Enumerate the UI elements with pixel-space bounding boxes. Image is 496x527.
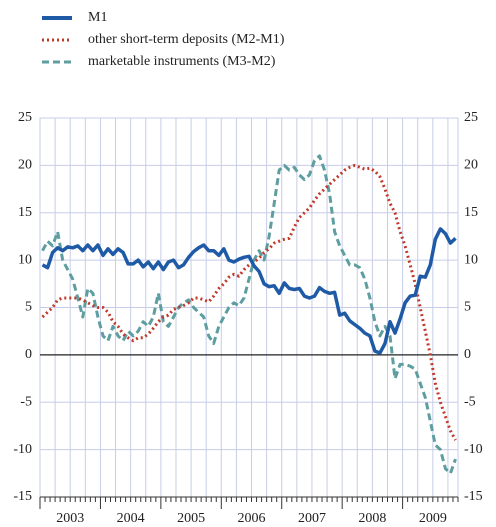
y-tick-label: 5: [25, 300, 32, 315]
y2-tick-label: 5: [464, 300, 471, 315]
x-tick-label: 2007: [298, 511, 326, 526]
y-tick-label: 10: [18, 252, 32, 267]
y2-tick-label: 10: [464, 252, 478, 267]
legend-label: other short-term deposits (M2-M1): [88, 32, 285, 47]
series-line: [41, 227, 457, 355]
y-tick-label: 20: [18, 158, 32, 173]
y-tick-label: -15: [13, 489, 32, 504]
x-tick-label: 2006: [238, 511, 266, 526]
y-tick-label: -10: [13, 442, 32, 457]
y2-tick-label: 0: [464, 347, 471, 362]
y2-tick-label: 20: [464, 158, 478, 173]
x-tick-label: 2003: [56, 511, 84, 526]
x-tick-label: 2005: [177, 511, 205, 526]
y2-tick-label: 15: [464, 205, 478, 220]
y2-tick-label: 25: [464, 110, 478, 125]
y2-tick-label: -15: [464, 489, 483, 504]
y2-tick-label: -5: [464, 394, 476, 409]
y-tick-label: -5: [20, 394, 32, 409]
x-tick-label: 2009: [419, 511, 447, 526]
y-tick-label: 25: [18, 110, 32, 125]
x-tick-label: 2008: [358, 511, 386, 526]
legend-label: M1: [88, 10, 107, 25]
legend-label: marketable instruments (M3-M2): [88, 54, 276, 69]
x-tick-label: 2004: [117, 511, 145, 526]
y2-tick-label: -10: [464, 442, 483, 457]
y-tick-label: 0: [25, 347, 32, 362]
y-tick-label: 15: [18, 205, 32, 220]
